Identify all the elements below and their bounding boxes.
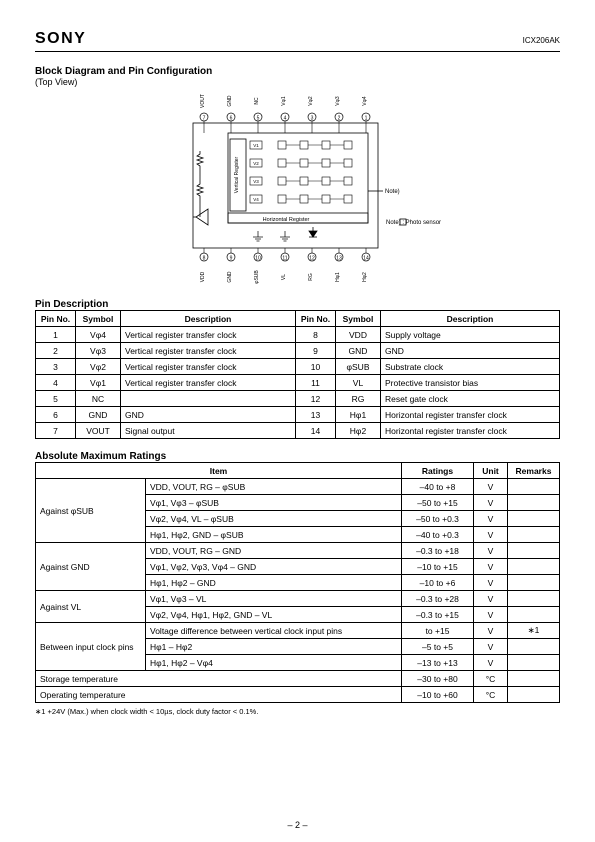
svg-text:GND: GND — [227, 271, 233, 283]
svg-text:Note): Note) — [385, 189, 400, 195]
svg-text:NC: NC — [254, 97, 260, 105]
svg-text:V2: V2 — [253, 161, 259, 166]
ratings-footnote: ∗1 +24V (Max.) when clock width < 10µs, … — [35, 707, 560, 716]
ratings-title: Absolute Maximum Ratings — [35, 451, 560, 462]
svg-text:φSUB: φSUB — [254, 270, 260, 284]
svg-text:Vertical Register: Vertical Register — [234, 156, 240, 193]
page-number: – 2 – — [0, 820, 595, 830]
svg-text:Horizontal Register: Horizontal Register — [262, 217, 309, 223]
svg-text:V1: V1 — [253, 143, 259, 148]
svg-text:4: 4 — [283, 116, 286, 122]
svg-text:1: 1 — [364, 116, 367, 122]
pin-description-title: Pin Description — [35, 299, 560, 310]
svg-text:GND: GND — [227, 95, 233, 107]
svg-text:VL: VL — [281, 274, 287, 280]
svg-text:8: 8 — [202, 256, 205, 262]
svg-text:VDD: VDD — [200, 271, 206, 282]
svg-text:Hφ2: Hφ2 — [362, 272, 368, 282]
svg-text:RG: RG — [308, 273, 314, 281]
svg-text:V4: V4 — [253, 197, 259, 202]
part-number: ICX206AK — [523, 36, 560, 45]
diagram-svg: Horizontal Register Vertical Register V1… — [138, 91, 458, 291]
top-view-label: (Top View) — [35, 77, 560, 87]
block-diagram-title: Block Diagram and Pin Configuration — [35, 66, 560, 77]
svg-text:Vφ4: Vφ4 — [362, 96, 368, 106]
svg-text:14: 14 — [363, 256, 369, 262]
svg-text:3: 3 — [310, 116, 313, 122]
svg-text:Vφ1: Vφ1 — [281, 96, 287, 106]
block-diagram: Horizontal Register Vertical Register V1… — [35, 91, 560, 291]
svg-text:7: 7 — [202, 116, 205, 122]
svg-text:Vφ3: Vφ3 — [335, 96, 341, 106]
svg-text:13: 13 — [336, 256, 342, 262]
svg-text:Vφ2: Vφ2 — [308, 96, 314, 106]
page-header: SONY ICX206AK — [35, 30, 560, 52]
svg-text:12: 12 — [309, 256, 315, 262]
svg-text:9: 9 — [229, 256, 232, 262]
svg-text:6: 6 — [229, 116, 232, 122]
svg-text:10: 10 — [255, 256, 261, 262]
svg-text:2: 2 — [337, 116, 340, 122]
pin-description-table: Pin No.SymbolDescriptionPin No.SymbolDes… — [35, 310, 560, 439]
svg-text:VOUT: VOUT — [200, 94, 206, 108]
brand-logo: SONY — [35, 30, 86, 48]
svg-text:5: 5 — [256, 116, 259, 122]
svg-text:11: 11 — [282, 256, 287, 262]
svg-text:Hφ1: Hφ1 — [335, 272, 341, 282]
svg-text:Note) : Photo sensor: Note) : Photo sensor — [386, 220, 441, 226]
ratings-table: ItemRatingsUnitRemarksAgainst φSUBVDD, V… — [35, 462, 560, 703]
svg-text:V3: V3 — [253, 179, 259, 184]
